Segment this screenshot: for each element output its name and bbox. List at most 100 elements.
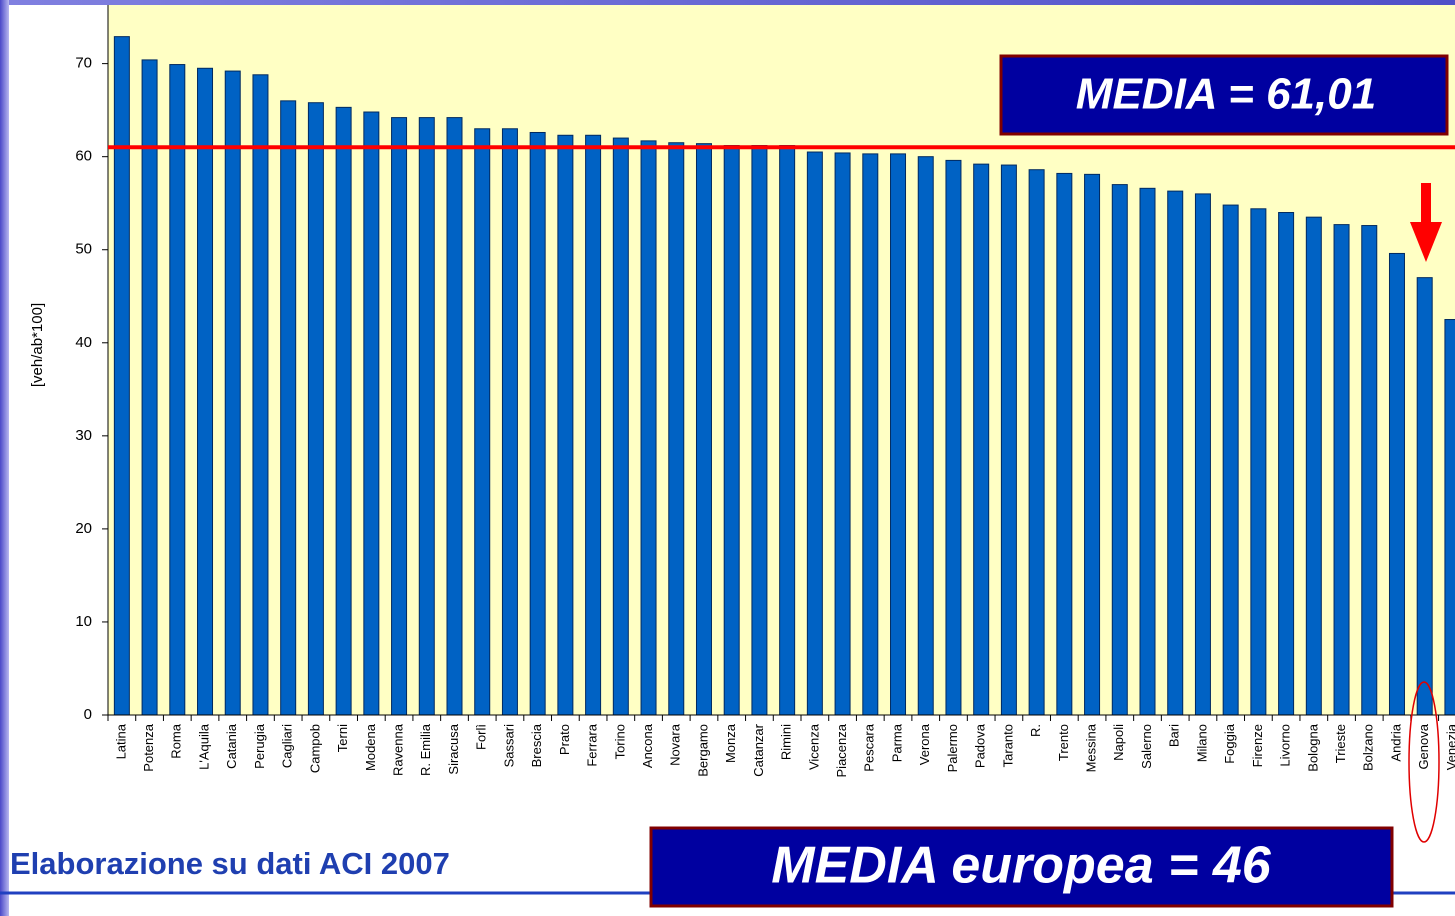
x-tick-label: Trento: [1056, 724, 1071, 761]
x-tick-label: Firenze: [1250, 724, 1265, 767]
bar: [113, 36, 130, 716]
bar: [169, 64, 186, 716]
bar: [501, 128, 518, 716]
x-tick-label: Sassari: [501, 724, 516, 767]
y-axis-label: [veh/ab*100]: [29, 303, 46, 387]
x-tick-label: Foggia: [1222, 723, 1237, 764]
bar: [474, 128, 491, 716]
y-tick-label: 50: [75, 241, 92, 258]
bar: [446, 117, 463, 716]
bar: [224, 70, 241, 716]
bar: [640, 140, 657, 716]
y-tick-label: 20: [75, 520, 92, 537]
x-tick-label: Genova: [1416, 723, 1431, 769]
bar: [1361, 225, 1378, 716]
x-tick-label: Campob: [307, 724, 322, 773]
bar: [723, 145, 740, 716]
bar: [363, 111, 380, 716]
bar: [1139, 187, 1156, 716]
bar: [1194, 193, 1211, 716]
x-tick-label: Roma: [169, 723, 184, 758]
x-tick-label: R.: [1028, 724, 1043, 737]
y-tick-label: 0: [84, 706, 92, 723]
bar: [1056, 172, 1073, 716]
bar: [1222, 204, 1239, 716]
bar: [1167, 190, 1184, 716]
bar: [1028, 169, 1045, 716]
bar: [391, 117, 408, 716]
marks: 0 10 20 30 40 50 60 70 Latina Potenza Roma L'Aquila…: [75, 5, 1455, 777]
arrow-shaft: [1421, 183, 1431, 225]
y-tick-label: 40: [75, 334, 92, 351]
bar: [806, 151, 823, 716]
x-tick-label: Monza: [723, 723, 738, 763]
x-tick-label: Parma: [889, 723, 904, 762]
bar: [890, 153, 907, 716]
y-tick-label: 70: [75, 55, 92, 72]
x-tick-label: Siracusa: [446, 723, 461, 774]
x-tick-label: Perugia: [252, 723, 267, 769]
x-tick-label: Catanzar: [751, 723, 766, 776]
bar: [862, 153, 879, 716]
y-tick-label: 30: [75, 427, 92, 444]
mean-label: MEDIA = 61,01: [1076, 70, 1376, 119]
x-tick-label: Catania: [224, 723, 239, 769]
bar: [751, 145, 768, 716]
x-tick-label: Pescara: [862, 723, 877, 771]
bar: [1000, 164, 1017, 716]
y-tick-label: 10: [75, 613, 92, 630]
bar: [973, 163, 990, 716]
x-tick-label: Torino: [612, 724, 627, 759]
bar: [557, 134, 574, 716]
x-tick-label: Verona: [917, 723, 932, 765]
bar: [197, 67, 214, 716]
bar: [529, 131, 546, 716]
x-tick-label: Rimini: [779, 724, 794, 760]
x-tick-label: Andria: [1388, 723, 1403, 761]
bar: [307, 102, 324, 716]
source: Elaborazione su dati ACI 2007: [10, 846, 450, 881]
bar: [252, 74, 269, 716]
x-tick-label: Bari: [1167, 724, 1182, 747]
x-tick-label: Salerno: [1139, 724, 1154, 769]
x-tick-label: Ravenna: [390, 723, 405, 776]
x-tick-label: Vicenza: [806, 723, 821, 770]
arrow-head: [1410, 222, 1442, 262]
bar: [1278, 212, 1295, 716]
x-tick-label: Bergamo: [695, 724, 710, 777]
mean-box: [999, 54, 1449, 136]
x-tick-label: Piacenza: [834, 723, 849, 777]
bar: [1084, 173, 1101, 716]
bar: [280, 100, 297, 716]
bar: [668, 142, 685, 716]
x-tick-label: Milano: [1194, 724, 1209, 762]
x-tick-label: Palermo: [945, 724, 960, 772]
bar: [141, 59, 158, 716]
bar: [917, 156, 934, 716]
bar: [695, 143, 712, 716]
bar: [834, 152, 851, 716]
x-tick-label: Bologna: [1305, 723, 1320, 771]
annotation: MEDIA europea = 46: [771, 837, 1272, 895]
x-tick-label: Ancona: [640, 723, 655, 768]
x-tick-label: Taranto: [1000, 724, 1015, 767]
bar: [418, 117, 435, 716]
highlight-ellipse: [1408, 681, 1440, 843]
bar: [1416, 277, 1433, 716]
annotation-box: [649, 826, 1394, 908]
top-strip: [0, 0, 1455, 5]
bar: [1111, 184, 1128, 716]
bar: [1305, 216, 1322, 716]
x-tick-label: Messina: [1083, 723, 1098, 772]
x-tick-label: Bolzano: [1361, 724, 1376, 771]
x-tick-label: Livorno: [1278, 724, 1293, 767]
x-tick-label: Cagliari: [280, 724, 295, 768]
y-tick-label: 60: [75, 148, 92, 165]
x-tick-label: Venezia: [1444, 723, 1455, 770]
x-tick-label: Napoli: [1111, 724, 1126, 761]
bar: [1250, 208, 1267, 716]
bar: [335, 106, 352, 716]
x-tick-label: L'Aquila: [196, 723, 211, 770]
bar: [779, 145, 796, 716]
